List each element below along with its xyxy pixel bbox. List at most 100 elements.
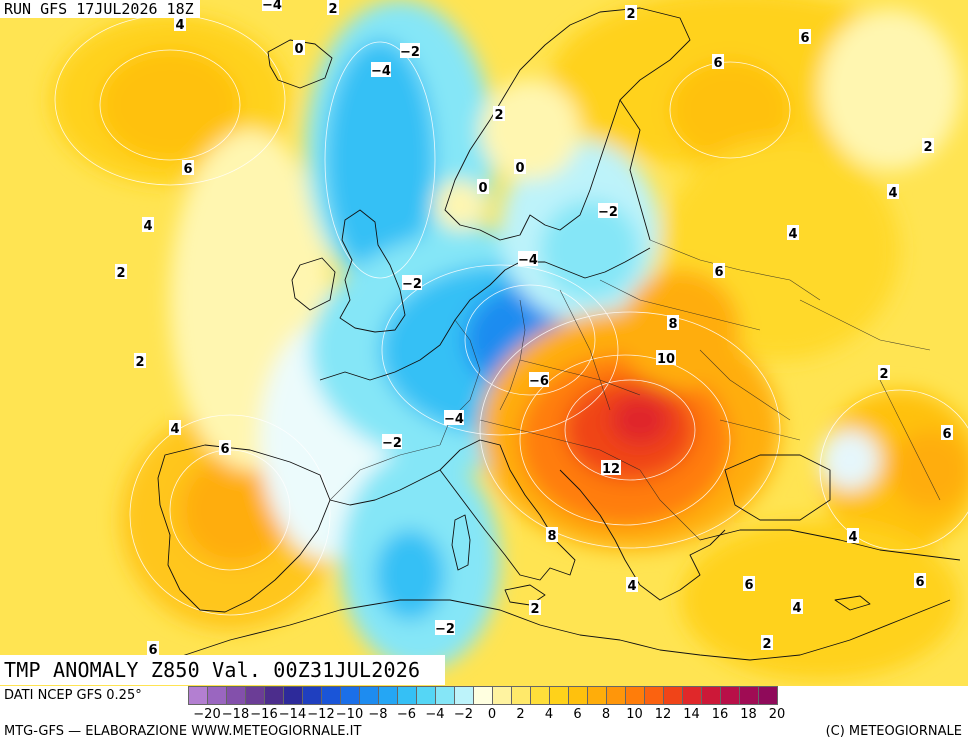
colorbar-cell <box>341 686 360 705</box>
contour-value-label: 6 <box>743 576 755 593</box>
colorbar-tick-label: 14 <box>683 707 700 722</box>
svg-text:4: 4 <box>627 579 636 594</box>
svg-text:−4: −4 <box>444 412 464 427</box>
colorbar-tick-label: 0 <box>487 707 497 722</box>
colorbar-cell <box>588 686 607 705</box>
colorbar-cell <box>246 686 265 705</box>
svg-text:8: 8 <box>547 529 556 544</box>
contour-value-label: 6 <box>799 29 811 46</box>
colorbar-cell <box>626 686 645 705</box>
colorbar-tick-label: −2 <box>453 707 474 722</box>
contour-value-label: 4 <box>791 599 803 616</box>
svg-text:−4: −4 <box>518 253 538 268</box>
svg-text:4: 4 <box>175 18 184 33</box>
elaboration-credit: MTG-GFS — ELABORAZIONE WWW.METEOGIORNALE… <box>4 724 362 739</box>
svg-text:2: 2 <box>626 7 635 22</box>
anomaly-fill-layer <box>50 0 968 680</box>
svg-text:4: 4 <box>170 422 179 437</box>
colorbar-cell <box>664 686 683 705</box>
contour-value-label: 6 <box>914 573 926 590</box>
svg-text:8: 8 <box>668 317 677 332</box>
colorbar-cell <box>284 686 303 705</box>
contour-value-label: 6 <box>713 263 725 280</box>
svg-text:6: 6 <box>220 442 229 457</box>
contour-value-label: 2 <box>529 600 541 617</box>
contour-value-label: 2 <box>327 0 339 17</box>
svg-text:6: 6 <box>942 427 951 442</box>
contour-value-label: 4 <box>174 16 186 33</box>
contour-value-label: 6 <box>147 641 159 658</box>
svg-text:−4: −4 <box>371 64 391 79</box>
colorbar-cell <box>379 686 398 705</box>
contour-value-label: −4 <box>444 410 464 427</box>
contour-value-label: 2 <box>878 365 890 382</box>
contour-value-label: 8 <box>546 527 558 544</box>
coastlines <box>157 7 961 661</box>
contour-value-label: −2 <box>382 434 402 451</box>
svg-text:−2: −2 <box>598 205 618 220</box>
svg-text:2: 2 <box>923 140 932 155</box>
contour-value-label: 4 <box>626 577 638 594</box>
svg-text:0: 0 <box>478 181 487 196</box>
copyright-label: (C) METEOGIORNALE <box>825 724 962 739</box>
svg-text:10: 10 <box>657 352 675 367</box>
svg-text:−2: −2 <box>382 436 402 451</box>
svg-text:4: 4 <box>788 227 797 242</box>
svg-text:2: 2 <box>879 367 888 382</box>
contour-value-label: 4 <box>887 184 899 201</box>
contour-value-label: 4 <box>847 528 859 545</box>
contour-value-label: 6 <box>219 440 231 457</box>
svg-text:4: 4 <box>888 186 897 201</box>
colorbar-cell <box>702 686 721 705</box>
colorbar-tick-label: −12 <box>307 707 335 722</box>
contour-value-label: 12 <box>601 460 621 477</box>
contour-value-label: 6 <box>182 160 194 177</box>
footer: DATI NCEP GFS 0.25° −20 −18 −16 −14 −12 −10 −8… <box>0 686 968 745</box>
contour-value-label: 4 <box>787 225 799 242</box>
colorbar-cell <box>322 686 341 705</box>
colorbar-cell <box>474 686 493 705</box>
colorbar-tick-label: −16 <box>250 707 278 722</box>
contour-value-label: 2 <box>115 264 127 281</box>
colorbar-cell <box>360 686 379 705</box>
contour-value-label: 6 <box>941 425 953 442</box>
colorbar-tick-label: 12 <box>654 707 672 722</box>
contour-lines <box>54 14 968 616</box>
model-run-label: RUN GFS 17JUL2026 18Z <box>0 0 200 18</box>
contour-value-label: 2 <box>761 635 773 652</box>
temperature-anomaly-map: 2 −4 2 4 6 0 −2 6 −4 2 2 6 0 0 4 −2 4 4 −4 2 6 −2 8 10 2 2 −6 −4 4 6 −… <box>0 0 968 686</box>
colorbar-tick-label: −14 <box>278 707 307 722</box>
contour-value-label: 2 <box>625 5 637 22</box>
contour-value-label: 8 <box>667 315 679 332</box>
contour-value-label: 0 <box>477 179 489 196</box>
colorbar-tick-label: 2 <box>516 707 525 722</box>
contour-value-label: 0 <box>293 40 305 57</box>
svg-text:2: 2 <box>116 266 125 281</box>
colorbar-cell <box>208 686 227 705</box>
colorbar-tick-label: −20 <box>193 707 221 722</box>
svg-text:6: 6 <box>183 162 192 177</box>
map-title: TMP ANOMALY Z850 Val. 00Z31JUL2026 <box>0 655 445 685</box>
colorbar-tick-label: −8 <box>368 707 388 722</box>
colorbar-tick-label: 16 <box>711 707 729 722</box>
colorbar-cell <box>607 686 626 705</box>
svg-text:2: 2 <box>762 637 771 652</box>
colorbar-tick-label: 18 <box>740 707 757 722</box>
svg-text:−2: −2 <box>400 45 420 60</box>
contour-value-label: −2 <box>402 275 422 292</box>
colorbar-cell <box>436 686 455 705</box>
contour-value-label: 4 <box>169 420 181 437</box>
colorbar-cell <box>645 686 664 705</box>
colorbar-cell <box>398 686 417 705</box>
colorbar-cell <box>512 686 531 705</box>
colorbar <box>188 686 778 705</box>
colorbar-cell <box>189 686 208 705</box>
svg-text:−4: −4 <box>262 0 282 13</box>
svg-text:6: 6 <box>148 643 157 658</box>
contour-value-label: 4 <box>142 217 154 234</box>
contour-value-label: −4 <box>371 62 391 79</box>
colorbar-cell <box>550 686 569 705</box>
contour-value-label: −2 <box>435 620 455 637</box>
colorbar-tick-label: 8 <box>601 707 611 722</box>
